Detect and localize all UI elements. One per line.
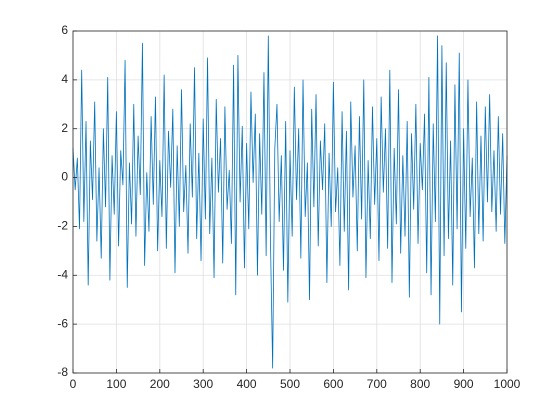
x-tick-label: 600 [323,377,343,391]
y-tick-label: -2 [57,219,68,233]
x-tick-label: 200 [150,377,170,391]
x-tick-label: 800 [410,377,430,391]
y-tick-label: 6 [61,23,68,37]
y-tick-label: -4 [57,267,68,281]
x-tick-label: 700 [367,377,387,391]
x-tick-label: 0 [70,377,77,391]
y-tick-label: -8 [57,365,68,379]
x-tick-label: 300 [193,377,213,391]
x-tick-label: 1000 [494,377,521,391]
y-tick-label: 0 [61,170,68,184]
data-line [72,35,508,369]
y-tick-label: 4 [61,72,68,86]
plot [72,35,508,369]
y-tick-label: -6 [57,316,68,330]
x-tick-label: 400 [237,377,257,391]
x-tick-label: 500 [280,377,300,391]
x-tick-label: 900 [454,377,474,391]
y-tick-label: 2 [61,121,68,135]
x-tick-label: 100 [106,377,126,391]
ticks: 0 100 200 300 400 500 600 700 800 900 1000 -8 -6 -4 -2… [57,23,520,391]
